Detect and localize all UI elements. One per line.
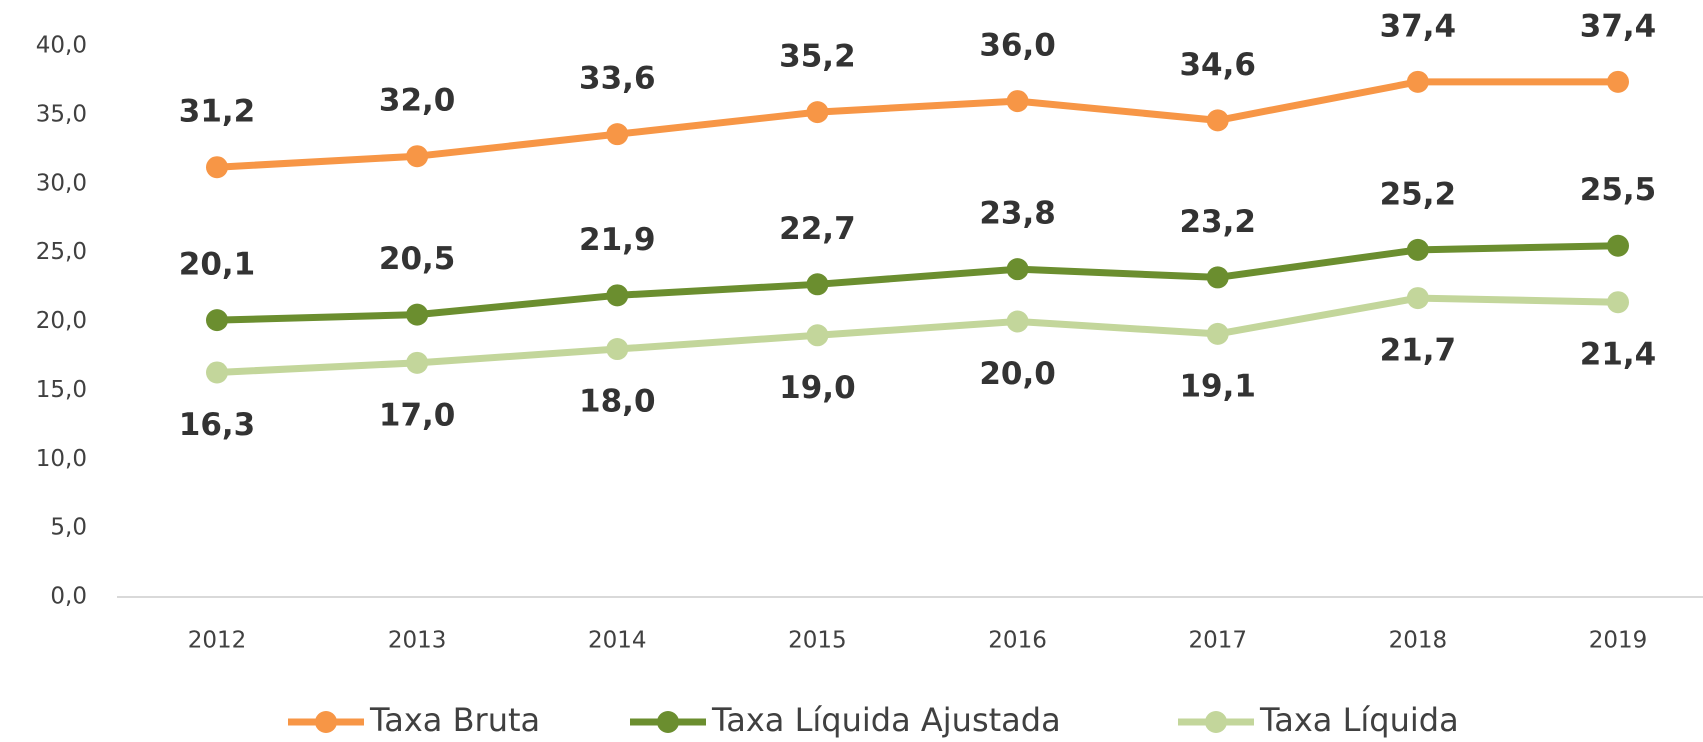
point <box>1006 310 1029 333</box>
point <box>606 123 629 146</box>
data-label: 23,8 <box>979 196 1056 232</box>
y-tick-label: 15,0 <box>36 377 87 403</box>
point <box>1206 109 1229 132</box>
data-label: 20,5 <box>379 241 456 277</box>
point <box>606 284 629 307</box>
x-tick-label: 2012 <box>188 628 247 654</box>
data-label: 25,5 <box>1580 172 1657 208</box>
data-label: 21,4 <box>1580 337 1657 373</box>
series-line <box>216 78 1618 171</box>
point <box>1206 266 1229 289</box>
series-line <box>216 242 1619 324</box>
data-label: 19,0 <box>779 370 856 406</box>
point <box>206 156 228 179</box>
point <box>1406 238 1429 261</box>
x-tick-label: 2016 <box>988 628 1047 654</box>
data-label: 37,4 <box>1580 8 1657 44</box>
data-label: 34,6 <box>1179 47 1256 83</box>
x-tick-label: 2018 <box>1389 628 1448 654</box>
point <box>1406 70 1429 93</box>
y-tick-label: 10,0 <box>36 446 87 472</box>
point <box>606 338 629 361</box>
series-line <box>216 294 1619 376</box>
point <box>206 309 228 332</box>
data-label: 32,0 <box>379 83 456 119</box>
data-label: 33,6 <box>579 61 656 97</box>
y-tick-label: 20,0 <box>36 308 87 334</box>
point <box>1607 291 1629 314</box>
point <box>1406 287 1429 310</box>
y-tick-label: 25,0 <box>36 239 87 265</box>
y-tick-label: 0,0 <box>50 584 87 610</box>
data-label: 31,2 <box>179 94 256 130</box>
point <box>406 351 429 374</box>
data-label: 35,2 <box>779 39 856 75</box>
y-tick-label: 40,0 <box>36 33 87 59</box>
legend-marker <box>1205 711 1227 733</box>
point <box>1006 90 1029 113</box>
data-label: 21,9 <box>579 222 656 258</box>
point <box>1206 322 1229 345</box>
point <box>806 273 829 296</box>
data-label: 17,0 <box>379 397 456 433</box>
data-label: 37,4 <box>1380 8 1457 44</box>
y-tick-label: 5,0 <box>50 515 87 541</box>
data-label: 36,0 <box>979 28 1056 64</box>
point <box>206 361 228 384</box>
data-label: 23,2 <box>1179 204 1256 240</box>
point <box>1006 258 1029 281</box>
legend-label: Taxa Bruta <box>369 701 540 739</box>
data-label: 18,0 <box>579 384 656 420</box>
data-label: 16,3 <box>179 407 256 443</box>
data-label: 22,7 <box>779 211 856 247</box>
x-tick-label: 2017 <box>1188 628 1247 654</box>
x-tick-label: 2019 <box>1589 628 1648 654</box>
legend-marker <box>657 711 679 733</box>
y-tick-label: 35,0 <box>36 101 87 127</box>
point <box>406 303 429 326</box>
data-label: 20,0 <box>979 356 1056 392</box>
data-label: 21,7 <box>1380 333 1457 369</box>
point <box>1607 234 1629 257</box>
x-tick-label: 2014 <box>588 628 647 654</box>
data-label: 20,1 <box>179 247 256 283</box>
x-tick-label: 2013 <box>388 628 447 654</box>
point <box>806 324 829 347</box>
legend-marker <box>315 711 337 733</box>
data-label: 19,1 <box>1179 368 1256 404</box>
y-tick-label: 30,0 <box>36 170 87 196</box>
point <box>406 145 429 168</box>
data-label: 25,2 <box>1380 176 1457 212</box>
point <box>1607 70 1629 93</box>
legend-label: Taxa Líquida Ajustada <box>711 701 1061 739</box>
x-tick-label: 2015 <box>788 628 847 654</box>
point <box>806 101 829 124</box>
legend-label: Taxa Líquida <box>1259 701 1459 739</box>
